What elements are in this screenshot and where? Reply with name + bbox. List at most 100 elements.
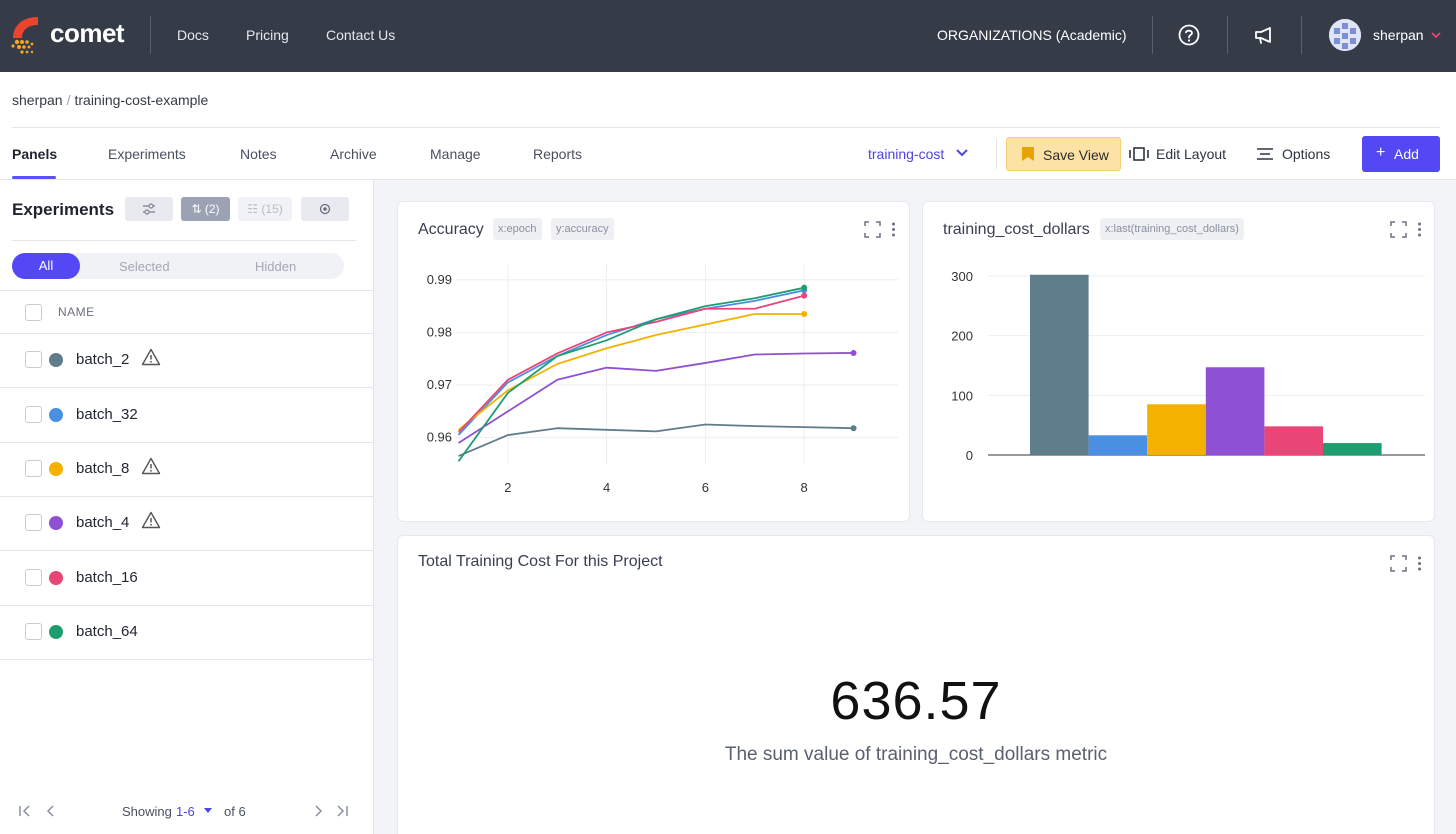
comet-logo-icon[interactable] [10,14,44,56]
color-dot[interactable] [49,625,63,639]
options-button[interactable]: Options [1282,146,1331,162]
x-tick-label: 2 [504,480,511,495]
list-item[interactable]: batch_32 [0,388,374,442]
color-dot[interactable] [49,571,63,585]
sliders-icon [143,203,155,215]
list-item[interactable]: batch_4 [0,496,374,550]
group-button[interactable]: ☷ (15) [238,197,292,221]
series-line-batch_8 [457,313,805,431]
divider [0,550,374,551]
previous-page-icon[interactable] [44,804,58,818]
filter-settings-button[interactable] [125,197,173,221]
chevron-down-icon[interactable] [1431,32,1441,39]
panel-title: Accuracy [418,221,484,238]
tab-reports[interactable]: Reports [533,146,583,162]
color-dot[interactable] [49,408,63,422]
more-vertical-icon[interactable] [1417,221,1422,238]
filter-all[interactable]: All [12,253,80,279]
experiment-name[interactable]: batch_4 [76,514,130,531]
caret-down-icon[interactable] [203,807,213,814]
visibility-button[interactable] [301,197,349,221]
filter-hidden[interactable]: Hidden [255,259,297,274]
target-icon [319,203,331,215]
options-icon[interactable] [1256,146,1274,162]
list-item[interactable]: batch_2 [0,333,374,387]
row-checkbox[interactable] [25,623,42,640]
x-axis-tag: x:epoch [493,218,542,240]
nav-docs-link[interactable]: Docs [177,27,209,43]
megaphone-icon[interactable] [1251,22,1277,48]
experiment-name[interactable]: batch_64 [76,623,138,640]
color-dot[interactable] [49,462,63,476]
chevron-down-icon[interactable] [955,148,969,158]
breadcrumb-project[interactable]: training-cost-example [74,92,209,108]
experiment-name[interactable]: batch_8 [76,460,130,477]
tab-manage[interactable]: Manage [430,146,481,162]
sidebar-title: Experiments [12,200,115,219]
more-vertical-icon[interactable] [891,221,896,238]
breadcrumb-user[interactable]: sherpan [12,92,63,108]
next-page-icon[interactable] [311,804,325,818]
experiment-name[interactable]: batch_2 [76,351,130,368]
row-checkbox[interactable] [25,406,42,423]
row-checkbox[interactable] [25,514,42,531]
y-tick-label: 0.98 [427,324,452,339]
training-cost-bar-chart[interactable]: 0 100 200 300 [923,252,1436,512]
more-vertical-icon[interactable] [1417,555,1422,572]
experiment-name[interactable]: batch_32 [76,406,138,423]
tab-panels[interactable]: Panels [12,146,58,162]
help-icon[interactable] [1176,22,1202,48]
username[interactable]: sherpan [1373,27,1424,43]
sort-button[interactable]: ⇅ (2) [181,197,230,221]
tab-experiments[interactable]: Experiments [108,146,186,162]
expand-icon[interactable] [864,221,881,238]
sort-icon: ⇅ [191,202,202,216]
filter-selected[interactable]: Selected [119,259,170,274]
series-endpoint-batch_16 [801,292,808,299]
expand-icon[interactable] [1390,221,1407,238]
accuracy-line-chart[interactable]: 0.96 0.97 0.98 0.99 2 4 6 8 [398,252,911,512]
divider [12,240,356,241]
experiment-name[interactable]: batch_16 [76,569,138,586]
page-range-select[interactable]: 1-6 [176,804,195,819]
view-selector[interactable]: training-cost [868,146,945,162]
tab-notes[interactable]: Notes [240,146,277,162]
list-item[interactable]: batch_64 [0,605,374,659]
edit-layout-button[interactable]: Edit Layout [1156,146,1227,162]
series-line-batch_32 [457,289,805,436]
divider [12,127,1440,128]
series-endpoint-batch_2 [850,425,857,432]
color-dot[interactable] [49,353,63,367]
add-label: Add [1394,146,1419,162]
edit-layout-icon[interactable] [1129,146,1149,162]
select-all-checkbox[interactable] [25,304,42,321]
first-page-icon[interactable] [18,804,32,818]
row-checkbox[interactable] [25,460,42,477]
training-cost-panel: training_cost_dollars x:last(training_co… [922,201,1435,522]
bar-batch_2 [1030,274,1089,455]
list-icon: ☷ [247,202,259,216]
color-dot[interactable] [49,516,63,530]
expand-icon[interactable] [1390,555,1407,572]
last-page-icon[interactable] [335,804,349,818]
save-view-button[interactable]: Save View [1006,137,1121,171]
user-avatar[interactable] [1329,19,1361,51]
y-tick-label: 200 [951,329,973,344]
row-checkbox[interactable] [25,351,42,368]
tab-archive[interactable]: Archive [330,146,377,162]
warning-icon [141,511,161,529]
brand-name[interactable]: comet [50,18,125,48]
warning-icon [141,348,161,366]
series-endpoint-batch_64 [801,284,808,291]
column-header-name[interactable]: NAME [58,305,95,319]
x-tick-label: 8 [801,480,808,495]
organization-selector[interactable]: ORGANIZATIONS (Academic) [937,27,1127,43]
list-item[interactable]: batch_16 [0,551,374,605]
nav-pricing-link[interactable]: Pricing [246,27,289,43]
series-line-batch_16 [457,294,805,434]
nav-contact-link[interactable]: Contact Us [326,27,396,43]
row-checkbox[interactable] [25,569,42,586]
add-button[interactable]: + Add [1362,136,1440,172]
list-item[interactable]: batch_8 [0,442,374,496]
bar-batch_64 [1323,443,1382,455]
